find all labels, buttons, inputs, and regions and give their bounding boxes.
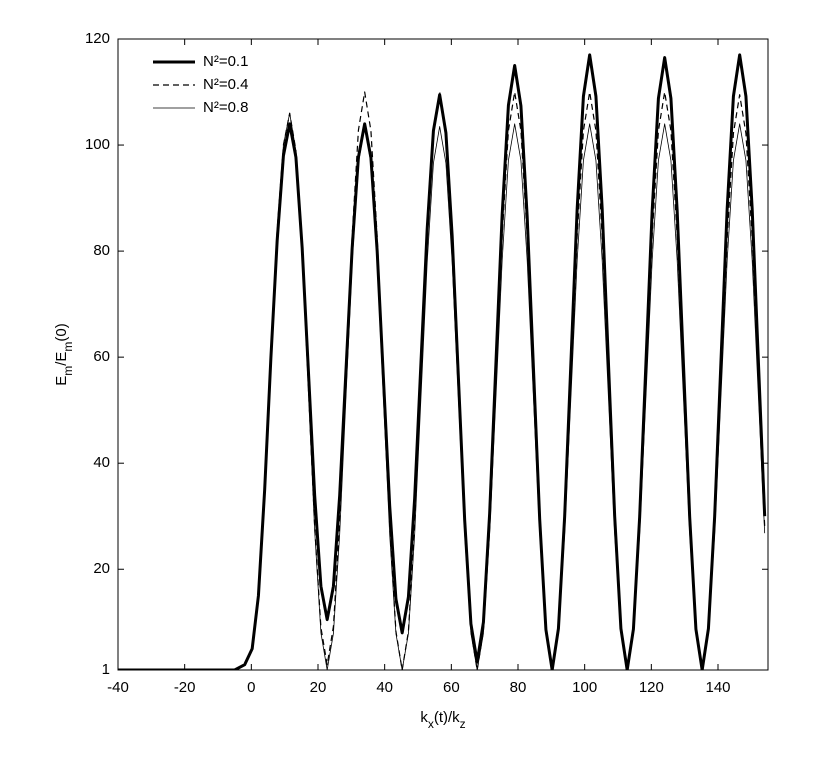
x-axis-label-part: k (420, 709, 428, 726)
x-tick-label: 60 (443, 679, 460, 696)
x-tick-label: 140 (705, 679, 730, 696)
x-axis-label-part: x (428, 717, 434, 731)
x-tick-label: 80 (510, 679, 527, 696)
x-axis-label-part: (t)/k (434, 709, 460, 726)
y-tick-label: 20 (93, 560, 110, 577)
x-tick-label: 0 (247, 679, 255, 696)
y-tick-label: 120 (85, 30, 110, 47)
y-tick-label: 80 (93, 242, 110, 259)
y-tick-label: 1 (102, 661, 110, 678)
y-tick-label: 60 (93, 348, 110, 365)
y-axis-label-part: m (61, 366, 75, 376)
x-axis-label: kx(t)/kz (420, 709, 465, 731)
y-tick-label: 100 (85, 136, 110, 153)
y-tick-label: 40 (93, 454, 110, 471)
x-tick-label: 40 (376, 679, 393, 696)
x-tick-label: -40 (107, 679, 129, 696)
x-tick-label: 20 (310, 679, 327, 696)
y-axis-label-part: (0) (53, 323, 70, 341)
y-axis-label-part: E (53, 376, 70, 386)
plot-frame (117, 38, 769, 671)
x-tick-label: -20 (174, 679, 196, 696)
x-axis-label-part: z (460, 717, 466, 731)
series-line (118, 112, 766, 670)
legend-label: N²=0.4 (203, 76, 248, 93)
y-axis-label: Em/Em(0) (53, 323, 75, 386)
y-axis-label-part: m (61, 342, 75, 352)
series-line (118, 53, 767, 670)
x-tick-label: 100 (572, 679, 597, 696)
y-axis-label-part: /E (53, 352, 70, 366)
x-tick-label: 120 (639, 679, 664, 696)
legend-label: N²=0.8 (203, 99, 248, 116)
legend-label: N²=0.1 (203, 53, 248, 70)
